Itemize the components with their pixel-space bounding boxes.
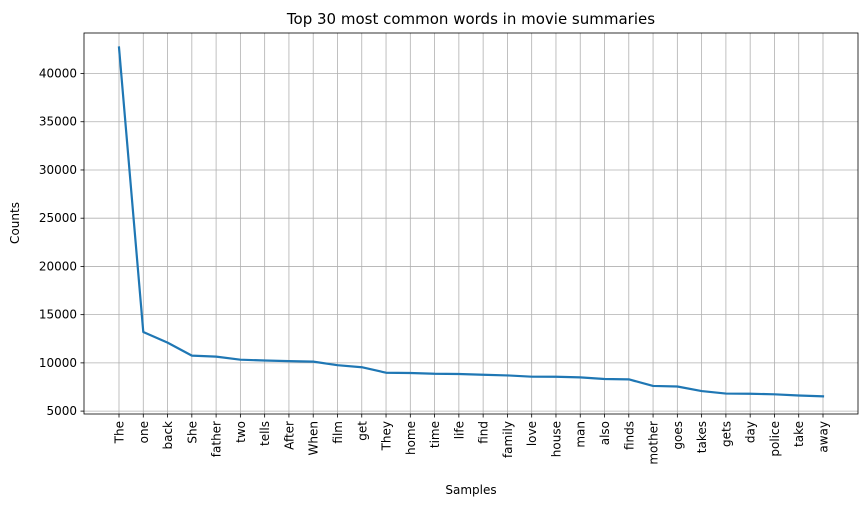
- x-tick-label: time: [428, 421, 442, 448]
- x-tick-label: tells: [258, 421, 272, 446]
- x-tick-label: find: [477, 421, 491, 444]
- x-axis-label: Samples: [445, 483, 496, 497]
- y-tick-label: 30000: [39, 163, 77, 177]
- y-tick-label: 35000: [39, 115, 77, 129]
- y-axis-label: Counts: [8, 202, 22, 244]
- x-tick-label: get: [355, 421, 369, 441]
- grid-lines: [84, 33, 858, 414]
- y-tick-label: 10000: [39, 356, 77, 370]
- x-tick-label: also: [598, 421, 612, 445]
- x-tick-label: home: [404, 421, 418, 455]
- x-tick-label: life: [452, 421, 466, 439]
- x-tick-label: They: [380, 421, 394, 451]
- x-tick-label: After: [282, 421, 296, 450]
- y-tick-label: 15000: [39, 308, 77, 322]
- x-tick-label: film: [331, 421, 345, 444]
- x-tick-label: takes: [695, 421, 709, 453]
- x-tick-label: family: [501, 421, 515, 458]
- x-tick-label: away: [817, 421, 831, 453]
- y-tick-label: 25000: [39, 211, 77, 225]
- x-axis: The one back She father two tells After When film…: [113, 414, 831, 465]
- chart-title: Top 30 most common words in movie summar…: [286, 10, 655, 28]
- y-tick-label: 40000: [39, 67, 77, 81]
- x-tick-label: take: [792, 421, 806, 447]
- x-tick-label: The: [113, 421, 127, 444]
- y-tick-label: 5000: [46, 404, 77, 418]
- x-tick-label: goes: [671, 421, 685, 450]
- x-tick-label: mother: [647, 421, 661, 465]
- x-tick-label: one: [137, 421, 151, 443]
- x-tick-label: When: [307, 421, 321, 455]
- x-tick-label: two: [234, 421, 248, 443]
- x-tick-label: man: [574, 421, 588, 448]
- x-tick-label: She: [185, 421, 199, 444]
- y-tick-label: 20000: [39, 259, 77, 273]
- x-tick-label: back: [161, 421, 175, 450]
- x-tick-label: day: [744, 421, 758, 443]
- x-tick-label: finds: [622, 421, 636, 450]
- x-tick-label: love: [525, 421, 539, 446]
- series-line: [117, 46, 825, 398]
- y-axis: 5000 10000 15000 20000 25000 30000 35000 40000: [39, 67, 84, 418]
- x-tick-label: house: [549, 421, 563, 457]
- x-tick-label: police: [768, 421, 782, 457]
- series-group: [117, 46, 825, 398]
- x-tick-label: gets: [719, 421, 733, 447]
- plot-frame: [83, 32, 859, 415]
- x-tick-label: father: [210, 421, 224, 457]
